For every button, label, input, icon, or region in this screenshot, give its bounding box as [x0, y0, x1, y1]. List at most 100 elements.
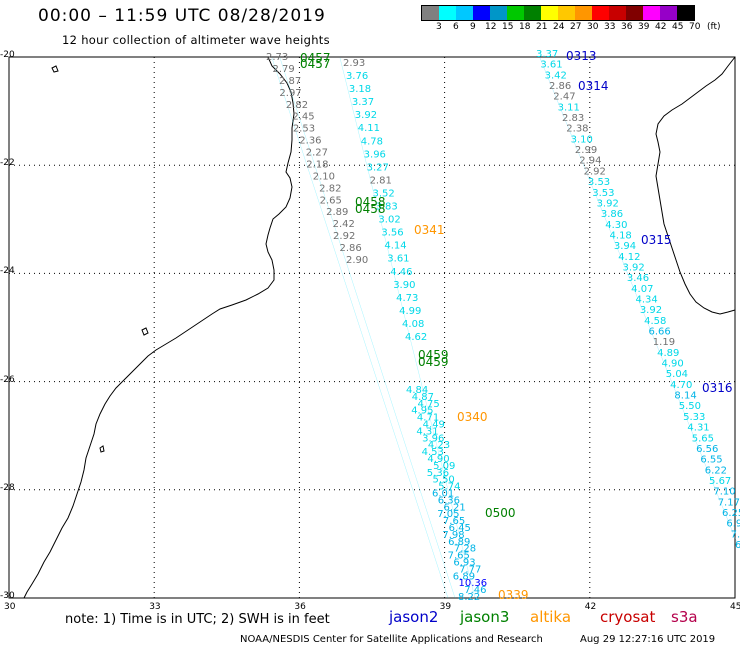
wave-height-value: 2.97: [279, 88, 301, 99]
wave-height-value: 3.83: [375, 202, 397, 213]
wave-height-value: 4.34: [636, 295, 658, 306]
wave-height-value: 4.14: [384, 241, 406, 252]
longitude-label: 30: [4, 602, 16, 612]
wave-height-value: 7.65: [448, 551, 470, 562]
legend-swatch: [575, 6, 592, 20]
wave-height-value: 4.90: [427, 454, 449, 465]
track-line: [539, 57, 739, 546]
wave-height-value: 7.46: [464, 585, 486, 596]
wave-height-value: 3.61: [387, 254, 409, 265]
wave-height-value: 4.78: [361, 136, 383, 147]
latitude-label: -22: [0, 158, 15, 169]
wave-height-value: 5.04: [666, 369, 688, 380]
wave-height-value: 5.74: [438, 482, 460, 493]
wave-height-value: 2.27: [306, 148, 328, 159]
track-line: [339, 57, 476, 599]
island: [99, 445, 105, 453]
wave-height-value: 2.38: [566, 124, 588, 135]
legend-label: 70: [689, 22, 701, 32]
map-title: 00:00 – 11:59 UTC 08/28/2019: [38, 6, 326, 26]
wave-height-value: 3.92: [640, 305, 662, 316]
wave-height-value: 3.94: [614, 241, 636, 252]
satellite-legend-jason2: jason2: [389, 608, 439, 626]
legend-swatch: [422, 6, 439, 20]
wave-height-value: 3.96: [422, 433, 444, 444]
satellite-legend-altika: altika: [530, 608, 572, 626]
longitude-label: 45: [730, 602, 740, 612]
wave-height-value: 3.52: [373, 188, 395, 199]
wave-height-value: 7.10: [713, 487, 735, 498]
wave-height-value: 4.95: [411, 406, 433, 417]
wave-height-value: 3.90: [393, 280, 415, 291]
wave-height-value: 3.92: [597, 198, 619, 209]
track-time-label: 0458: [355, 195, 386, 209]
wave-height-value: 2.92: [584, 166, 606, 177]
legend-swatch: [541, 6, 558, 20]
legend-swatch: [558, 6, 575, 20]
wave-height-value: 2.45: [292, 112, 314, 123]
track-line: [271, 57, 449, 599]
footer-note: note: 1) Time is in UTC; 2) SWH is in fe…: [65, 612, 330, 627]
wave-height-value: 3.53: [592, 188, 614, 199]
wave-height-value: 4.84: [406, 385, 428, 396]
track-time-label: 0500: [485, 506, 516, 520]
wave-height-value: 4.71: [417, 413, 439, 424]
wave-height-value: 6.89: [448, 537, 470, 548]
wave-height-value: 3.53: [588, 177, 610, 188]
legend-label: 3: [436, 22, 442, 32]
wave-height-value: 4.73: [396, 293, 418, 304]
wave-height-value: 3.86: [601, 209, 623, 220]
legend-swatch: [507, 6, 524, 20]
satellite-legend-jason3: jason3: [460, 608, 510, 626]
latitude-label: -24: [0, 266, 15, 277]
legend-label: 9: [470, 22, 476, 32]
wave-height-value: 4.62: [405, 332, 427, 343]
madagascar-coastline: [655, 56, 736, 315]
track-time-label: 0340: [457, 410, 488, 424]
wave-height-value: 6.21: [443, 502, 465, 513]
track-time-label: 0459: [418, 348, 449, 362]
wave-height-value: 3.10: [571, 134, 593, 145]
wave-height-value: 6.56: [696, 444, 718, 455]
track-time-label: 0315: [641, 233, 672, 247]
legend-label: 45: [672, 22, 684, 32]
africa-coastline: [23, 56, 295, 599]
wave-height-value: 6.22: [705, 465, 727, 476]
legend-label: 33: [604, 22, 616, 32]
latitude-label: -30: [0, 591, 15, 601]
wave-height-value: 3.61: [540, 60, 562, 71]
wave-height-value: 2.89: [326, 207, 348, 218]
wave-height-value: 4.31: [416, 426, 438, 437]
track-line: [279, 57, 456, 599]
wave-height-value: 3.37: [536, 49, 558, 60]
wave-height-value: 5.50: [433, 475, 455, 486]
wave-height-value: 2.42: [333, 219, 355, 230]
wave-height-value: 2.82: [286, 100, 308, 111]
legend-swatch: [677, 6, 694, 20]
wave-height-value: 3.02: [378, 215, 400, 226]
generation-timestamp: Aug 29 12:27:16 UTC 2019: [580, 634, 716, 645]
wave-height-value: 6: [735, 540, 740, 551]
legend-label: 42: [655, 22, 667, 32]
track-time-label: 0458: [355, 202, 386, 216]
island: [141, 327, 149, 336]
wave-height-value: 4.12: [618, 252, 640, 263]
wave-height-value: 2.47: [553, 92, 575, 103]
wave-height-value: 4.07: [631, 284, 653, 295]
wave-height-value: 3.37: [352, 97, 374, 108]
wave-height-value: 2.36: [299, 136, 321, 147]
wave-height-value: 4.31: [687, 423, 709, 434]
legend-label: 24: [553, 22, 565, 32]
legend-swatch: [456, 6, 473, 20]
wave-height-value: 7.05: [437, 509, 459, 520]
legend-label: 6: [453, 22, 459, 32]
island: [51, 65, 59, 73]
satellite-tracks: [271, 57, 739, 599]
legend-label: 36: [621, 22, 633, 32]
wave-height-value: 2.79: [272, 64, 294, 75]
wave-height-value: 2.87: [279, 76, 301, 87]
wave-height-value: 4.46: [390, 267, 412, 278]
map-frame: [8, 56, 736, 599]
